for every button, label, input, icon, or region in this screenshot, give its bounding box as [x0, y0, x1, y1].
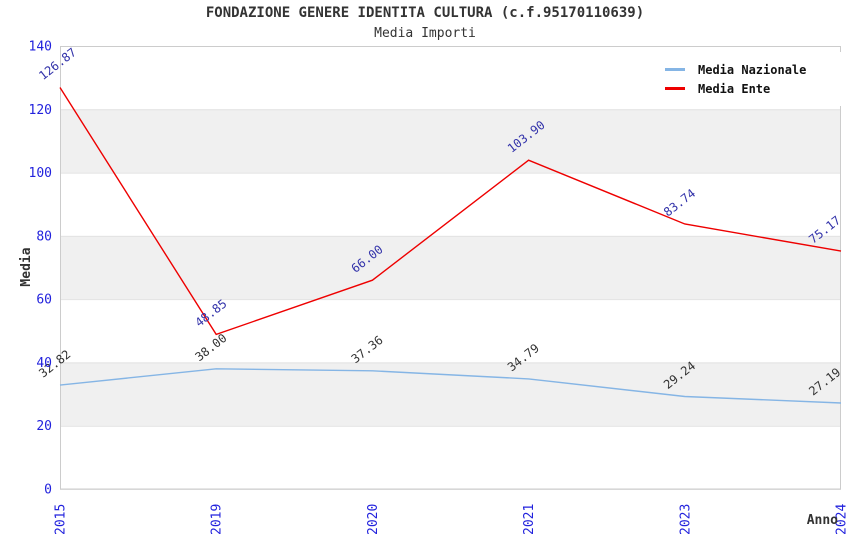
x-tick-label: 2019 [210, 504, 225, 535]
chart-title: FONDAZIONE GENERE IDENTITA CULTURA (c.f.… [205, 5, 645, 21]
media-nazionale-line-swatch [665, 68, 685, 71]
x-axis-tick-labels: 2015 2019 2020 2021 2023 2024 [54, 504, 850, 535]
y-tick-label: 20 [36, 419, 52, 434]
legend-item-media-ente: Media Ente [665, 79, 837, 98]
plot-bands [60, 109, 841, 426]
series-line-media-ente [59, 87, 842, 336]
point-label: 83.74 [661, 186, 698, 219]
x-tick-label: 2020 [366, 504, 381, 535]
legend-label: Media Nazionale [698, 62, 807, 77]
x-tick-label: 2021 [522, 504, 537, 535]
point-label: 38.00 [192, 331, 229, 364]
x-tick-label: 2023 [678, 504, 693, 535]
point-label: 48.85 [192, 296, 229, 329]
point-label: 37.36 [349, 333, 386, 366]
band [60, 235, 841, 300]
band [60, 109, 841, 173]
x-axis-title: Anno [807, 513, 838, 528]
series-lines [59, 87, 842, 404]
y-tick-label: 80 [36, 229, 52, 244]
media-ente-line-swatch [665, 87, 685, 90]
y-axis-tick-labels: 0 20 40 60 80 100 120 140 [29, 40, 52, 498]
legend-item-media-nazionale: Media Nazionale [665, 60, 837, 79]
legend-label: Media Ente [698, 81, 771, 96]
y-tick-label: 0 [44, 483, 52, 498]
y-tick-label: 100 [29, 166, 52, 181]
y-tick-label: 120 [29, 103, 52, 118]
y-tick-label: 140 [29, 40, 52, 55]
chart-legend: Media Nazionale Media Ente [655, 52, 843, 106]
x-tick-label: 2015 [54, 504, 69, 535]
y-tick-label: 40 [36, 356, 52, 371]
y-axis-title: Media [19, 247, 34, 286]
chart-subtitle: Media Importi [374, 26, 476, 41]
series-line-media-nazionale [59, 368, 842, 404]
x-tick-label: 2024 [835, 504, 850, 535]
band [60, 362, 841, 426]
y-tick-label: 60 [36, 293, 52, 308]
plot-border [60, 46, 841, 490]
